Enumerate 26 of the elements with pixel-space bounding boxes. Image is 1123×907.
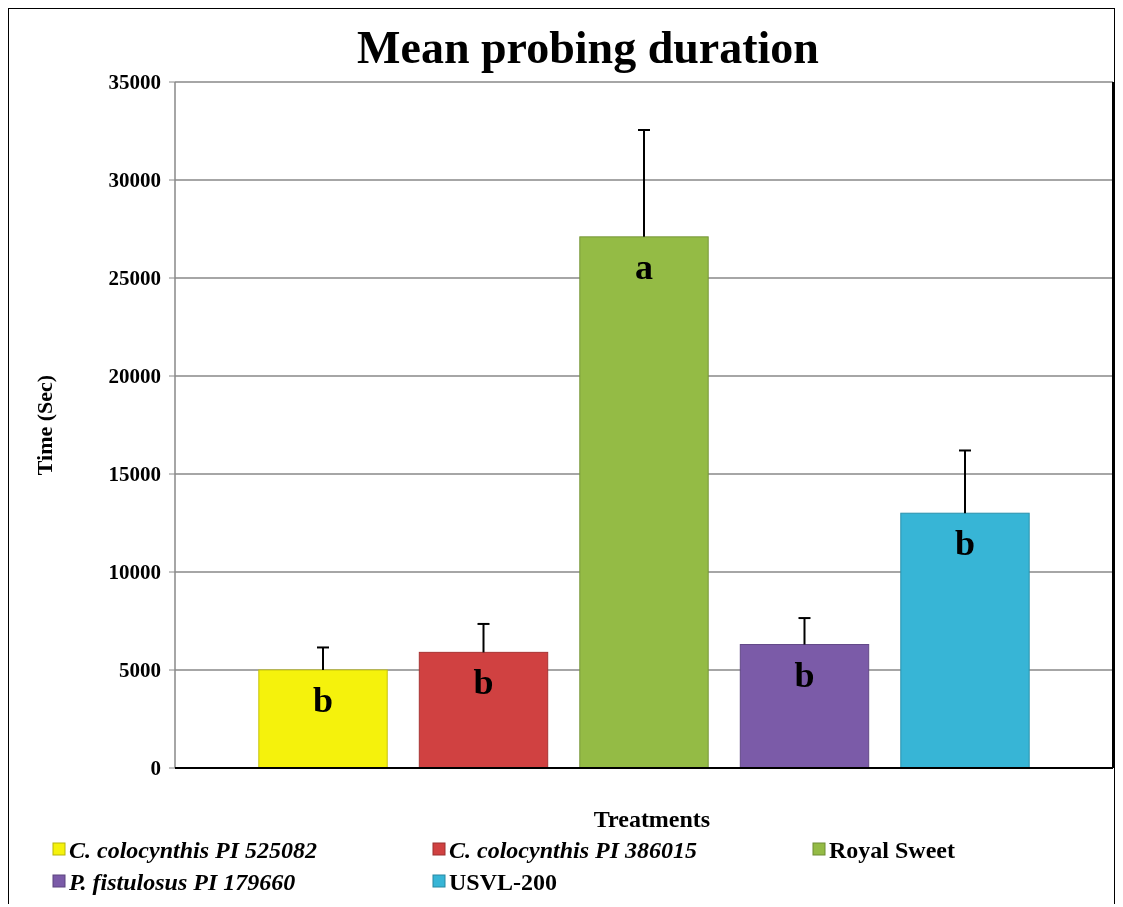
x-axis-title: Treatments (593, 806, 711, 832)
bar (579, 236, 709, 769)
bar (900, 512, 1030, 769)
y-tick-label: 5000 (119, 658, 161, 683)
chart-title: Mean probing duration (357, 22, 819, 73)
data-label: b (954, 523, 975, 564)
data-label: a (635, 246, 653, 287)
y-tick-label: 20000 (108, 364, 161, 389)
y-tick-label: 0 (150, 756, 161, 781)
y-tick-label: 10000 (108, 560, 161, 585)
y-tick-label: 30000 (108, 168, 161, 193)
y-tick-label: 35000 (108, 70, 161, 95)
data-label: b (313, 680, 334, 720)
data-label: b (794, 654, 815, 695)
y-tick-label: 25000 (108, 266, 161, 291)
bar (418, 651, 549, 769)
legend-label: C. colocynthis PI 525082 (69, 837, 318, 864)
legend-label: C. colocynthis PI 386015 (449, 837, 698, 864)
bar (258, 669, 388, 769)
y-tick-label: 15000 (108, 462, 161, 487)
legend-label: USVL-200 (449, 869, 558, 896)
legend-label: Royal Sweet (829, 837, 955, 864)
y-axis-title: Time (Sec) (32, 374, 57, 476)
bar (739, 644, 870, 769)
data-label: b (473, 662, 494, 703)
legend-label: P. fistulosus PI 179660 (68, 869, 296, 896)
